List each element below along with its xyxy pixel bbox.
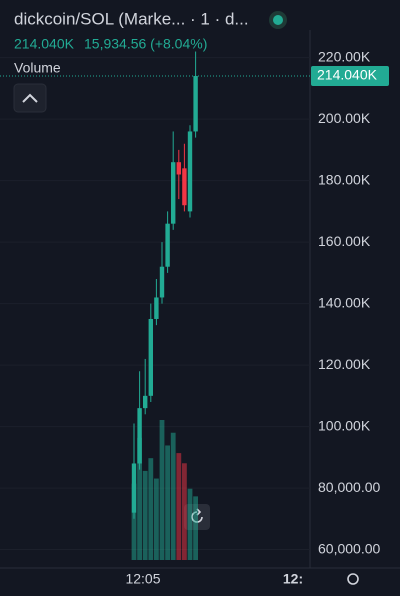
candle-body bbox=[171, 162, 176, 224]
last-price-label: 214.040K bbox=[317, 67, 378, 83]
volume-label: Volume bbox=[14, 60, 61, 76]
x-tick-label: 12:05 bbox=[125, 571, 160, 587]
candle-body bbox=[193, 75, 198, 132]
volume-bar bbox=[165, 445, 170, 560]
header-price: 214.040K bbox=[14, 36, 75, 52]
last-price-box bbox=[311, 65, 389, 86]
y-tick-label: 200.00K bbox=[318, 110, 371, 126]
volume-bar bbox=[148, 458, 154, 560]
volume-bar bbox=[131, 483, 137, 560]
volume-bar bbox=[170, 432, 176, 560]
y-tick-label: 100.00K bbox=[318, 417, 371, 433]
header-change: 15,934.56 (+8.04%) bbox=[84, 36, 207, 52]
volume-bar bbox=[176, 453, 182, 560]
candle-body bbox=[165, 223, 170, 267]
candle-body bbox=[176, 162, 181, 175]
status-dot bbox=[273, 15, 283, 25]
chart-title: dickcoin/SOL (Marke... · 1 · d... bbox=[14, 9, 249, 28]
settings-icon[interactable] bbox=[347, 573, 359, 585]
y-tick-label: 160.00K bbox=[318, 233, 371, 249]
candle-body bbox=[154, 297, 159, 319]
candle-body bbox=[187, 131, 193, 212]
volume-bar bbox=[187, 488, 193, 560]
x-tick-label: 12: bbox=[283, 571, 303, 587]
volume-bar bbox=[182, 463, 187, 560]
volume-bar bbox=[159, 420, 165, 560]
y-tick-label: 120.00K bbox=[318, 356, 371, 372]
volume-bar bbox=[142, 470, 148, 560]
y-tick-label: 180.00K bbox=[318, 171, 371, 187]
candle-body bbox=[148, 318, 153, 396]
candle-body bbox=[182, 168, 187, 206]
collapse-button[interactable] bbox=[13, 83, 47, 113]
volume-bar bbox=[154, 478, 159, 560]
y-tick-label: 80,000.00 bbox=[318, 479, 380, 495]
y-tick-label: 140.00K bbox=[318, 294, 371, 310]
collapse-icon bbox=[22, 93, 38, 103]
volume-bar bbox=[193, 496, 198, 560]
candle-body bbox=[143, 395, 148, 409]
candle-body bbox=[131, 463, 137, 513]
candle-body bbox=[137, 408, 142, 464]
candle-body bbox=[159, 266, 165, 298]
y-tick-label: 220.00K bbox=[318, 48, 371, 64]
y-tick-label: 60,000.00 bbox=[318, 540, 380, 556]
volume-bar bbox=[137, 437, 142, 560]
